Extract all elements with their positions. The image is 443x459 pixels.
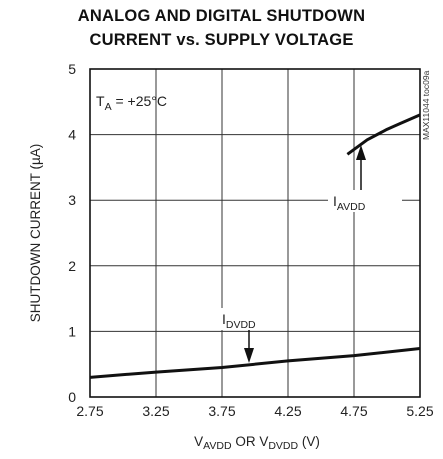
watermark-text: MAX11044 toc09a xyxy=(421,70,431,140)
idvdd-arrow xyxy=(244,330,254,363)
temperature-label: TA = +25°C xyxy=(96,93,167,113)
chart-title-line1: ANALOG AND DIGITAL SHUTDOWN xyxy=(77,7,366,25)
y-axis-label: SHUTDOWN CURRENT (µA) xyxy=(28,144,43,323)
x-tick-label-4: 4.75 xyxy=(340,403,367,419)
iavdd-label-bg xyxy=(328,190,402,212)
y-tick-label-2: 2 xyxy=(68,258,76,274)
axes xyxy=(89,68,421,398)
x-tick-label-1: 3.25 xyxy=(142,403,169,419)
x-tick-label-2: 3.75 xyxy=(208,403,235,419)
series-line-dvdd xyxy=(89,346,421,379)
grid xyxy=(89,68,421,398)
x-axis-label: VAVDD OR VDVDD (V) xyxy=(194,434,320,452)
series-label-iavdd: IAVDD xyxy=(333,193,366,213)
x-tick-label-5: 5.25 xyxy=(406,403,433,419)
x-tick-label-0: 2.75 xyxy=(76,403,103,419)
y-tick-label-3: 3 xyxy=(68,192,76,208)
tick-labels: 2.75 3.25 3.75 4.25 4.75 5.25 0 1 2 3 4 5 xyxy=(68,61,434,419)
iavdd-arrow xyxy=(356,145,366,190)
idvdd-label-bg xyxy=(218,308,286,330)
y-tick-label-4: 4 xyxy=(68,127,76,143)
series-line-avdd xyxy=(346,113,421,156)
plot-frame xyxy=(89,68,421,398)
chart-title-line2: CURRENT vs. SUPPLY VOLTAGE xyxy=(89,31,354,49)
series-label-idvdd: IDVDD xyxy=(222,311,256,331)
y-tick-label-0: 0 xyxy=(68,389,76,405)
series-lines xyxy=(89,113,421,379)
y-tick-label-1: 1 xyxy=(68,323,76,339)
y-tick-label-5: 5 xyxy=(68,61,76,77)
x-tick-label-3: 4.25 xyxy=(274,403,301,419)
